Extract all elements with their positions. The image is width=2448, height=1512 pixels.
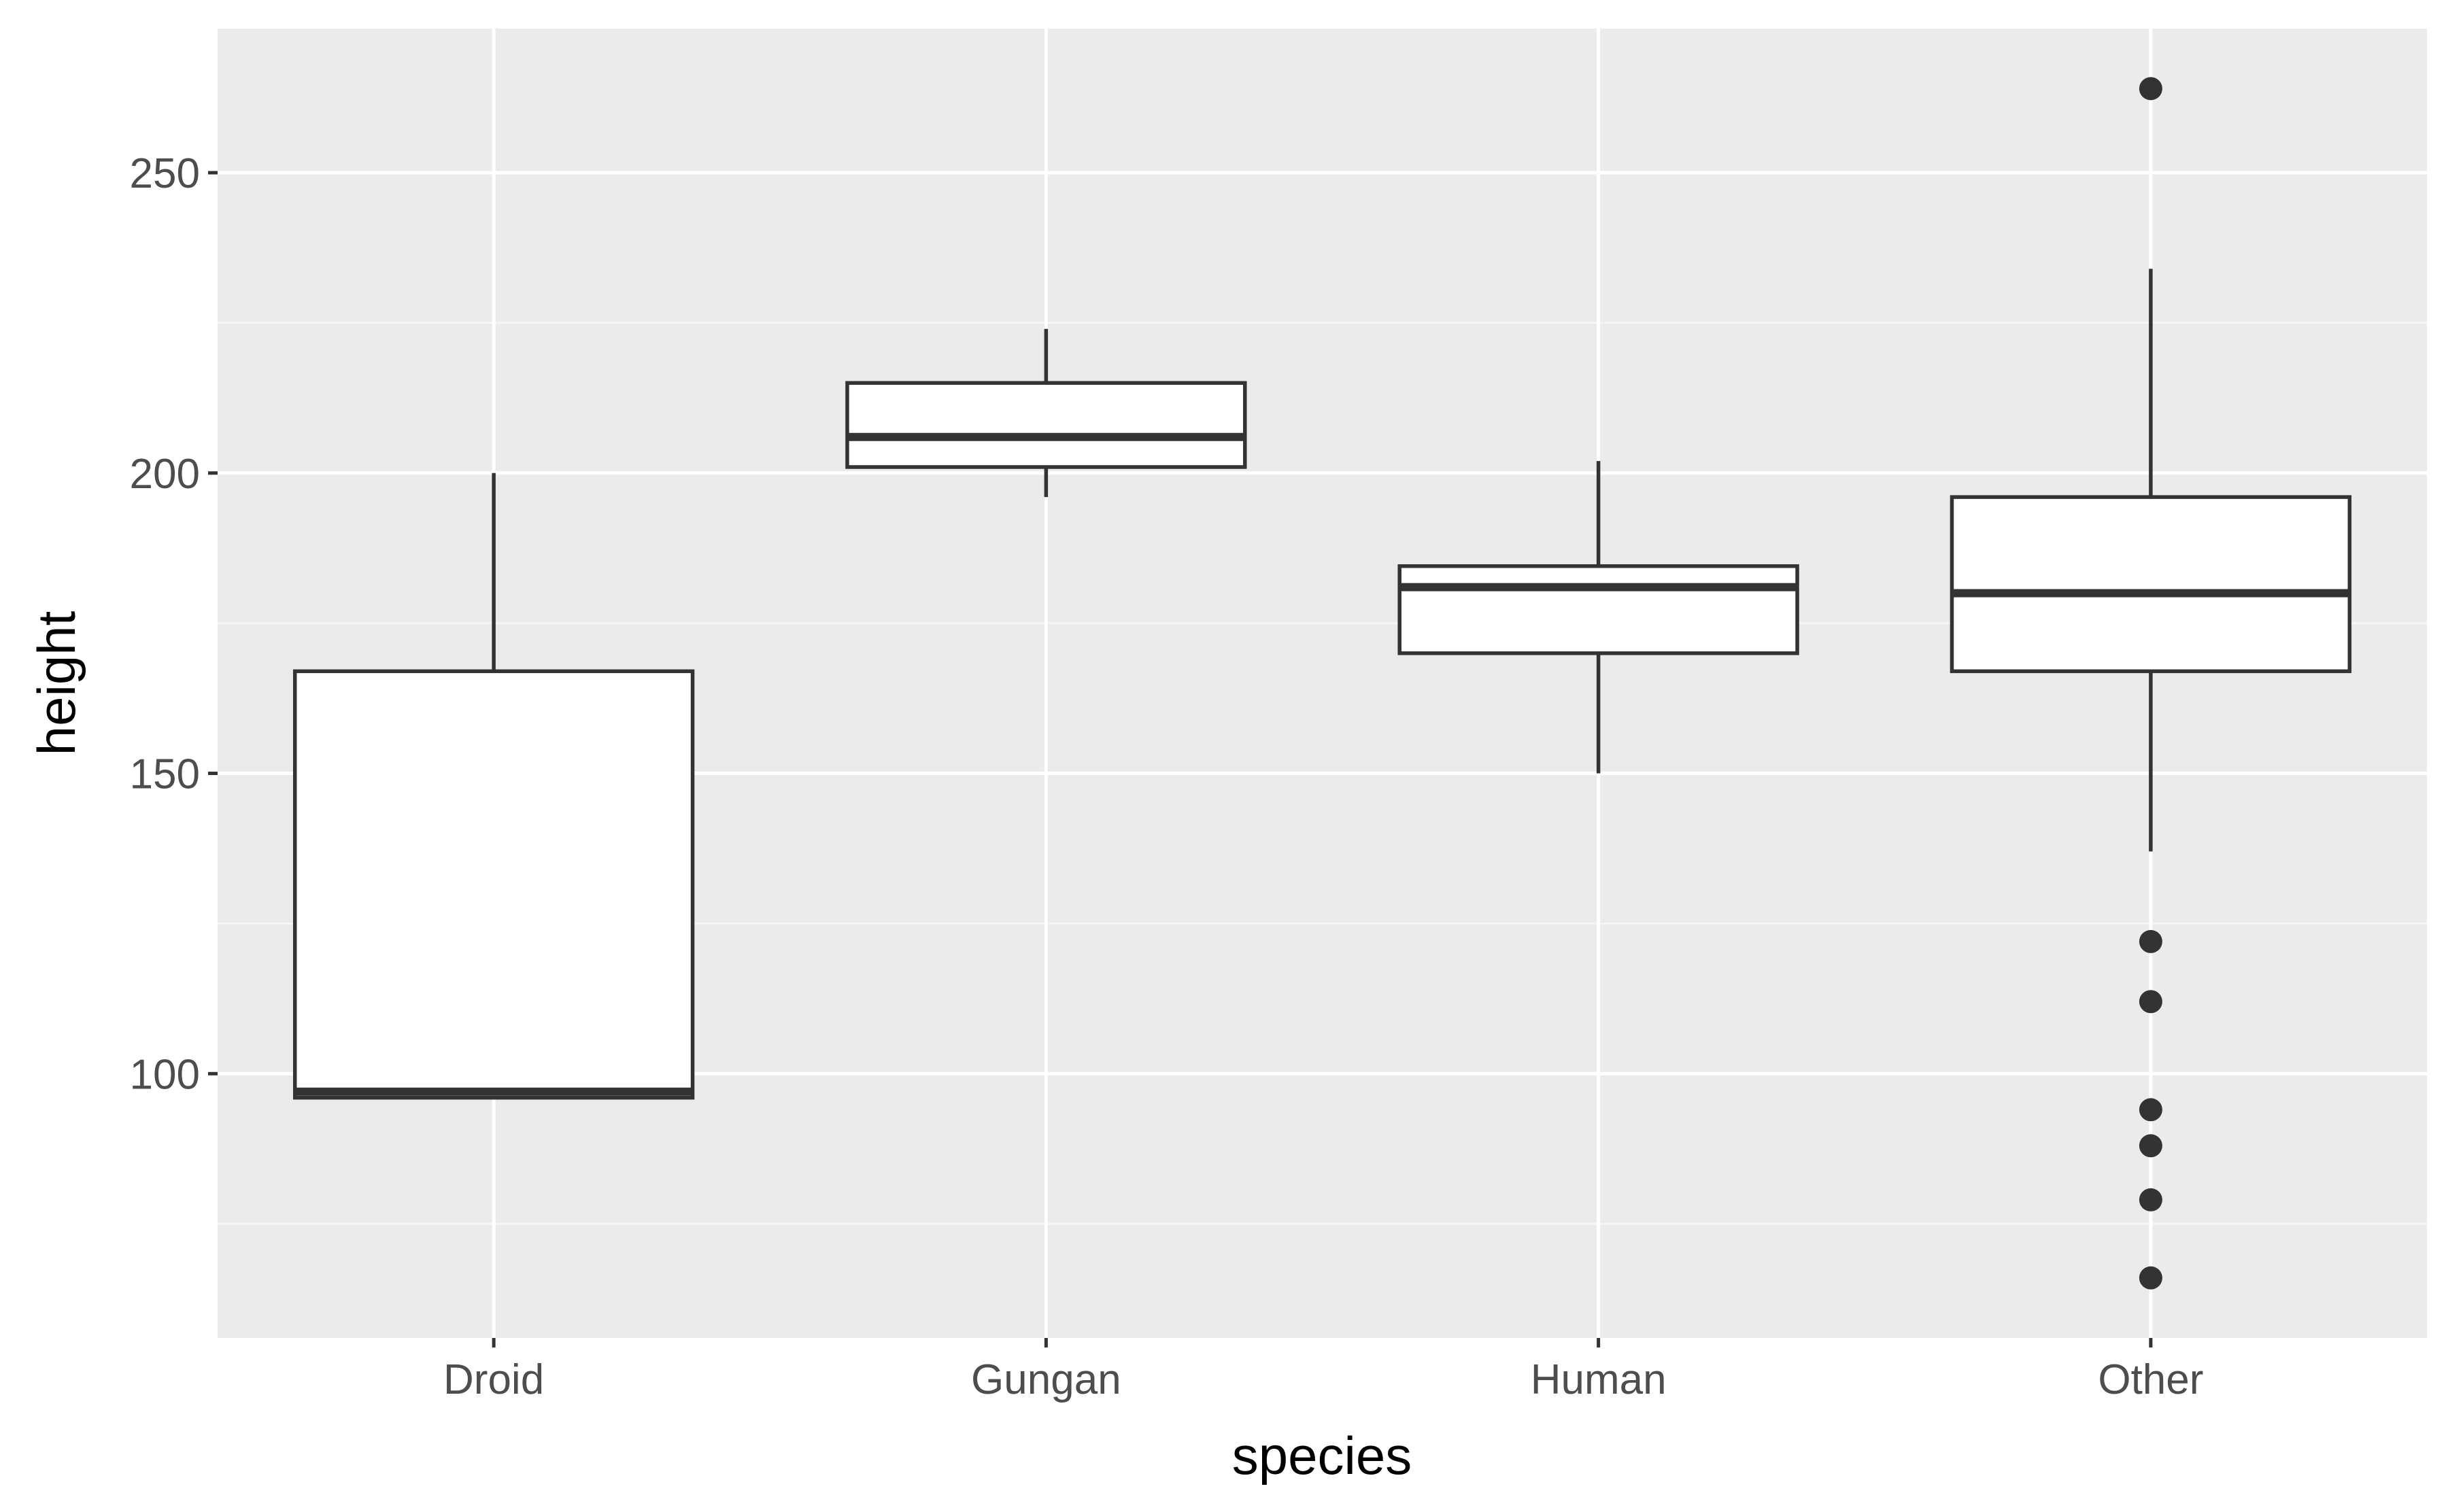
- x-tick-label-other: Other: [2098, 1356, 2203, 1403]
- box-series: [292, 77, 2352, 1290]
- y-tick-label: 200: [130, 451, 200, 498]
- outlier-point: [2139, 1134, 2162, 1158]
- outlier-point: [2139, 929, 2162, 953]
- box-iqr: [1950, 495, 2352, 674]
- x-tick-label-gungan: Gungan: [971, 1356, 1121, 1403]
- box-iqr: [292, 669, 695, 1100]
- y-axis: 100 150 200 250: [130, 150, 218, 1098]
- y-axis-title: height: [27, 611, 86, 755]
- outlier-point: [2139, 990, 2162, 1014]
- outlier-point: [2139, 77, 2162, 101]
- outlier-point: [2139, 1188, 2162, 1212]
- y-tick-label: 150: [130, 751, 200, 798]
- y-tick-label: 100: [130, 1051, 200, 1098]
- box-gungan: [845, 328, 1247, 498]
- box-iqr: [1397, 564, 1799, 655]
- y-tick-label: 250: [130, 150, 200, 197]
- outlier-point: [2139, 1098, 2162, 1122]
- x-axis-title: species: [1232, 1426, 1412, 1485]
- x-axis: Droid Gungan Human Other: [443, 1338, 2203, 1403]
- box-droid: [292, 472, 695, 1100]
- outlier-point: [2139, 1266, 2162, 1290]
- x-tick-label-human: Human: [1531, 1356, 1667, 1403]
- box-human: [1397, 461, 1799, 774]
- box-other: [1950, 77, 2352, 1290]
- box-iqr: [845, 381, 1247, 469]
- x-tick-label-droid: Droid: [443, 1356, 544, 1403]
